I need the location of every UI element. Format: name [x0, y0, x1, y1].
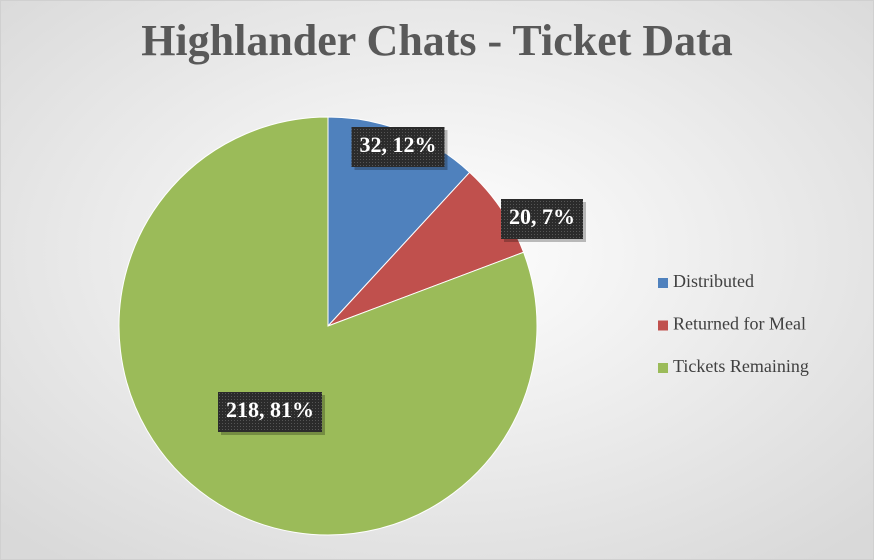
- data-label-box: [351, 127, 445, 167]
- pie: [118, 116, 538, 536]
- data-label: 218, 81%: [226, 397, 314, 422]
- legend-label: Distributed: [673, 271, 754, 291]
- data-label-box: [501, 199, 583, 239]
- legend-label: Tickets Remaining: [673, 356, 809, 376]
- chart-title: Highlander Chats - Ticket Data: [141, 16, 733, 65]
- legend-label: Returned for Meal: [673, 314, 806, 334]
- data-label-box: [218, 392, 322, 432]
- legend: Distributed Returned for Meal Tickets Rema…: [658, 271, 809, 376]
- legend-swatch: [658, 278, 668, 288]
- data-labels: 32, 12% 20, 7% 218, 81%: [218, 127, 586, 435]
- legend-swatch: [658, 363, 668, 373]
- data-label: 32, 12%: [360, 132, 437, 157]
- data-label: 20, 7%: [509, 204, 575, 229]
- legend-swatch: [658, 320, 668, 331]
